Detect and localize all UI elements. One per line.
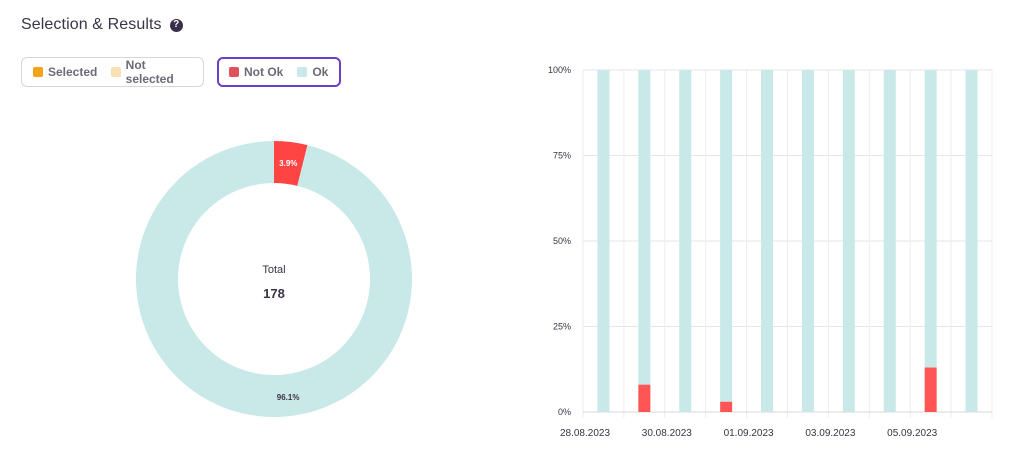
donut-slice-ok[interactable]: [136, 140, 412, 417]
legend-item-not-selected[interactable]: Not selected: [111, 58, 192, 86]
donut-center-value: 178: [263, 286, 285, 301]
donut-slice-label: 3.9%: [279, 159, 297, 168]
legend-swatch-selected: [33, 67, 43, 77]
question-circle-icon[interactable]: ?: [169, 18, 183, 32]
legend-label-not-selected: Not selected: [125, 58, 174, 86]
legend-item-ok[interactable]: Ok: [297, 65, 328, 79]
legend-item-not-ok[interactable]: Not Ok: [229, 65, 283, 79]
legend-swatch-not-selected: [111, 67, 121, 77]
page-title: Selection & Results: [21, 16, 162, 33]
legend-swatch-ok: [297, 67, 308, 77]
selection-legend: Selected Not selected: [21, 57, 204, 87]
legend-label-selected: Selected: [48, 65, 98, 79]
donut-slice-not-ok[interactable]: [274, 141, 308, 186]
legend-label-ok: Ok: [312, 65, 329, 79]
legend-item-selected[interactable]: Selected: [33, 65, 97, 79]
header: Selection & Results ?: [21, 16, 183, 34]
donut-center-label: Total: [262, 264, 285, 276]
legend-swatch-not-ok: [229, 67, 239, 77]
legend-label-not-ok: Not Ok: [244, 65, 284, 79]
results-legend: Not Ok Ok: [217, 57, 341, 87]
donut-slice-label: 96.1%: [277, 393, 300, 402]
